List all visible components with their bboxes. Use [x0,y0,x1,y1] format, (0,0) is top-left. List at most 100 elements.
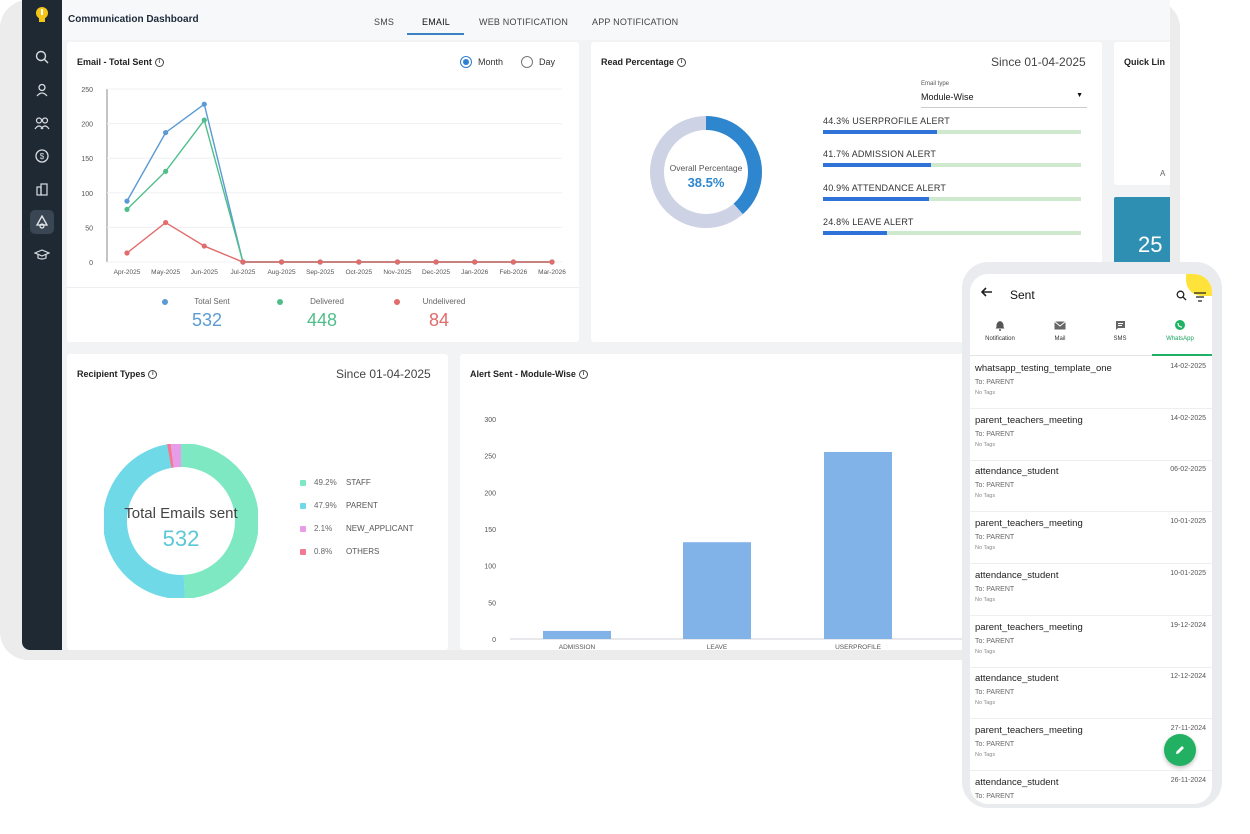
alert-label: 44.3% USERPROFILE ALERT [823,116,950,126]
data-point [163,129,169,136]
y-tick-label: 0 [492,637,496,644]
tab-web-notification[interactable]: WEB NOTIFICATION [479,17,569,27]
compose-button[interactable] [1164,734,1196,766]
info-icon[interactable]: i [154,57,164,67]
message-date: 26-11-2024 [1170,776,1206,784]
phone-tab-whatsapp[interactable]: WhatsApp [1150,318,1210,342]
alert-track [823,130,1081,134]
data-point [510,259,516,265]
tab-email[interactable]: EMAIL [422,17,451,27]
quick-link-tile[interactable]: 25 [1114,197,1170,267]
read-center-label: Overall Percentage [670,163,743,173]
message-date: 19-12-2024 [1170,621,1206,629]
alert-row: 24.8% LEAVE ALERT [823,217,1081,235]
tab-sms[interactable]: SMS [374,17,395,27]
user-icon[interactable] [30,78,54,102]
users-icon[interactable] [30,111,54,135]
series-line [126,221,552,263]
undelivered-value: 84 [428,310,450,330]
filter-icon[interactable] [1194,289,1206,307]
alert-fill [823,231,887,235]
read-percentage-title-text: Read Percentage [601,57,675,67]
corner-flag [1186,274,1212,296]
caret-down-icon: ▼ [1076,92,1083,99]
x-tick-label: Feb-2026 [499,269,527,276]
info-icon[interactable]: i [148,369,158,379]
search-icon[interactable] [1176,288,1187,306]
y-tick-label: 50 [488,600,496,607]
legend-item-others: 0.8% OTHERS [300,547,379,556]
message-item[interactable]: attendance_student 26-11-2024 To: PARENT [970,771,1212,804]
recycle-icon[interactable] [30,210,54,234]
building-icon[interactable] [30,177,54,201]
alert-track [823,197,1081,201]
info-icon[interactable]: i [578,369,588,379]
back-arrow-icon[interactable] [980,285,994,304]
message-tags: No Tags [975,700,996,707]
quick-link-tile-value: 25 [1138,232,1163,257]
radio-month-dot[interactable] [460,56,472,68]
message-item[interactable]: parent_teachers_meeting 19-12-2024 To: PAR… [970,616,1212,668]
message-item[interactable]: attendance_student 12-12-2024 To: PARENT No… [970,667,1212,720]
message-item[interactable]: whatsapp_testing_template_one 14-02-2025 T… [970,357,1212,409]
message-recipient: To: PARENT [975,430,1015,438]
message-item[interactable]: parent_teachers_meeting 27-11-2024 To: PAR… [970,719,1212,771]
recipient-since: Since 01-04-2025 [336,367,431,381]
legend-pct: 0.8% [314,547,333,556]
email-type-select[interactable]: Module-Wise ▼ [921,92,1087,108]
legend-pct: 47.9% [314,501,337,510]
delivered-label: Delivered [310,297,344,306]
whatsapp-icon [1150,318,1210,332]
tab-app-notification[interactable]: APP NOTIFICATION [592,17,679,27]
x-tick-label: Mar-2026 [538,269,566,276]
phone-tabs: Notification Mail SMS WhatsApp [970,314,1212,356]
radio-day-dot[interactable] [521,56,533,68]
alert-fill [823,197,929,201]
x-tick-label: Nov-2025 [383,269,412,276]
read-donut: Overall Percentage 38.5% [650,116,762,228]
top-bar: Communication Dashboard SMS EMAIL WEB NO… [62,0,1170,40]
quick-links-card: Quick Lin A [1114,42,1170,185]
message-name: parent_teachers_meeting [975,724,1083,736]
message-item[interactable]: attendance_student 06-02-2025 To: PARENT No… [970,460,1212,513]
undelivered-bullet [394,299,400,305]
bar [683,542,751,639]
dollar-icon[interactable]: $ [30,144,54,168]
radio-month[interactable]: Month [460,56,503,68]
x-tick-label: Jun-2025 [191,269,218,276]
bar [543,630,611,639]
legend-swatch [300,479,306,486]
email-type-label: Email type [921,81,950,87]
message-item[interactable]: parent_teachers_meeting 14-02-2025 To: PAR… [970,409,1212,461]
alert-label: 41.7% ADMISSION ALERT [823,149,937,159]
legend-label: NEW_APPLICANT [346,524,414,533]
phone-tab-mail[interactable]: Mail [1030,318,1090,342]
bulb-logo-icon [32,6,52,26]
info-icon[interactable]: i [677,57,687,67]
message-tags: No Tags [975,751,996,758]
phone-tab-notification[interactable]: Notification [970,318,1030,342]
phone-tab-sms[interactable]: SMS [1090,318,1150,342]
delivered-value: 448 [306,310,338,330]
message-date: 10-01-2025 [1170,569,1206,577]
legend-label: STAFF [346,478,371,487]
svg-text:$: $ [40,152,45,161]
divider [67,287,579,288]
message-name: attendance_student [975,673,1059,685]
message-item[interactable]: parent_teachers_meeting 10-01-2025 To: PAR… [970,512,1212,565]
phone-tab-label: WhatsApp [1166,336,1194,342]
mail-icon [1030,318,1090,332]
stat-total-sent: Total Sent 532 [162,297,252,331]
data-point [163,219,169,226]
recipient-types-title: Recipient Types i [77,369,158,379]
message-name: attendance_student [975,776,1059,788]
message-item[interactable]: attendance_student 10-01-2025 To: PARENT No… [970,564,1212,616]
search-icon[interactable] [30,45,54,69]
stat-delivered: Delivered 448 [277,297,367,331]
radio-day[interactable]: Day [521,56,555,68]
pencil-icon [1176,746,1184,754]
data-point [433,259,439,265]
message-date: 14-02-2025 [1170,363,1206,370]
graduation-cap-icon[interactable] [30,243,54,267]
phone-header: Sent [970,274,1212,312]
